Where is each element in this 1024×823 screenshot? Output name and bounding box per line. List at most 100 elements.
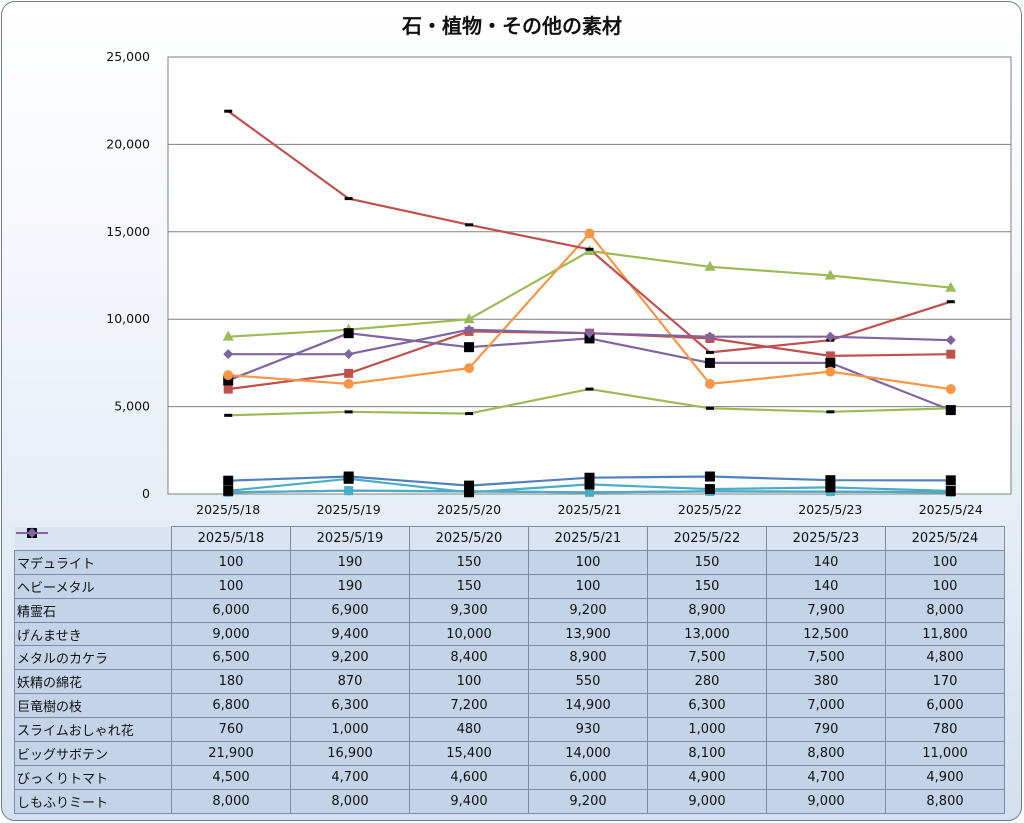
data-point [825, 482, 836, 493]
table-corner [14, 526, 172, 551]
x-tick-label: 2025/5/18 [196, 502, 260, 517]
data-point [825, 366, 836, 377]
table-cell: 150 [409, 573, 529, 599]
table-cell: 550 [528, 669, 648, 695]
legend-label: 精霊石 [17, 604, 57, 620]
table-cell: 9,200 [290, 645, 410, 671]
data-point [344, 368, 354, 378]
legend-entry: げんませき [14, 526, 172, 647]
y-tick-label: 0 [142, 486, 150, 501]
data-point [705, 406, 714, 410]
x-tick-label: 2025/5/23 [798, 502, 862, 517]
table-cell: 4,900 [885, 764, 1005, 790]
legend-entry: 精霊石 [14, 528, 172, 623]
data-point [223, 349, 234, 360]
legend-entry: メタルのカケラ [14, 527, 172, 671]
data-point [945, 475, 956, 486]
data-point [224, 413, 233, 417]
table-cell: 11,000 [885, 741, 1005, 766]
table-cell: 1,000 [290, 717, 410, 743]
table-cell: 100 [171, 573, 291, 599]
data-point [584, 472, 595, 483]
data-point [584, 479, 595, 490]
x-tick-label: 2025/5/22 [678, 502, 742, 517]
data-point [704, 357, 715, 368]
table-cell: 9,200 [528, 597, 648, 623]
table-cell: 6,300 [290, 693, 410, 719]
table-cell: 15,400 [409, 741, 529, 766]
table-cell: 170 [885, 669, 1005, 695]
data-point [464, 324, 475, 335]
table-cell: 870 [290, 669, 410, 695]
table-cell: 7,000 [766, 693, 886, 719]
table-cell: 8,000 [290, 788, 410, 814]
table-header-row: 2025/5/18 2025/5/19 2025/5/20 2025/5/21 2025… [14, 526, 1005, 551]
legend-entry: スライムおしゃれ花 [14, 527, 172, 743]
data-point [704, 331, 715, 342]
table-row: 精霊石 6,000 6,900 9,300 9,200 8,900 7,900 8,000 [14, 528, 1005, 623]
data-point [826, 410, 835, 414]
legend-entry: しもふりミート [14, 527, 172, 814]
y-tick-label: 5,000 [114, 399, 150, 414]
table-cell: 4,800 [885, 645, 1005, 671]
data-point [463, 313, 475, 324]
table-cell: 380 [766, 669, 886, 695]
line-chart: 0 5,000 10,000 15,000 20,000 25,000 2025/5/18… [106, 49, 1012, 517]
data-point [465, 412, 474, 416]
table-cell: 780 [885, 717, 1005, 743]
legend-label: ビッグサボテン [17, 747, 109, 763]
data-point [825, 331, 836, 342]
table-column-header: 2025/5/23 [766, 526, 886, 551]
table-cell: 8,000 [885, 597, 1005, 623]
table-cell: 7,500 [647, 645, 767, 671]
data-point [825, 475, 836, 486]
table-cell: 6,500 [171, 645, 291, 671]
table-cell: 9,000 [766, 788, 886, 814]
x-tick-label: 2025/5/20 [437, 502, 501, 517]
table-row: 巨竜樹の枝 6,800 6,300 7,200 14,900 6,300 7,000 6,00… [14, 527, 1005, 719]
data-point [704, 378, 715, 389]
data-point [464, 480, 475, 491]
table-cell: 4,900 [647, 764, 767, 790]
data-point [946, 300, 955, 304]
table-cell: 7,200 [409, 693, 529, 719]
data-point [704, 471, 715, 482]
table-row: スライムおしゃれ花 760 1,000 480 930 1,000 790 780 [14, 527, 1005, 743]
data-point [945, 281, 957, 292]
table-cell: 140 [766, 549, 886, 575]
table-cell: 480 [409, 717, 529, 743]
table-column-header: 2025/5/20 [409, 526, 529, 551]
table-cell: 14,000 [528, 741, 648, 766]
legend-entry: 妖精の綿花 [14, 527, 172, 695]
data-point [223, 375, 234, 386]
y-tick-label: 25,000 [106, 49, 150, 64]
data-point [223, 384, 233, 394]
data-point [465, 223, 474, 227]
table-cell: 190 [290, 549, 410, 575]
data-point [705, 350, 714, 354]
data-table: 2025/5/18 2025/5/19 2025/5/20 2025/5/21 2025… [14, 526, 1005, 814]
data-point [945, 335, 956, 346]
table-column-header: 2025/5/24 [885, 526, 1005, 551]
table-cell: 13,900 [528, 621, 648, 647]
table-cell: 4,500 [171, 764, 291, 790]
table-cell: 21,900 [171, 741, 291, 766]
data-point [585, 487, 594, 497]
table-cell: 9,000 [171, 621, 291, 647]
table-row: マデュライト 100 190 150 100 150 140 100 [14, 527, 1005, 575]
table-cell: 6,800 [171, 693, 291, 719]
legend-label: スライムおしゃれ花 [17, 724, 134, 740]
legend-label: びっくりトマト [17, 771, 109, 787]
legend-label: ヘビーメタル [17, 580, 95, 596]
data-point [223, 475, 234, 486]
data-point [223, 370, 234, 381]
data-point [343, 328, 354, 339]
legend-label: 妖精の綿花 [17, 676, 83, 692]
table-cell: 1,000 [647, 717, 767, 743]
data-point [344, 410, 353, 414]
table-cell: 150 [409, 549, 529, 575]
data-point [464, 363, 475, 374]
table-column-header: 2025/5/22 [647, 526, 767, 551]
data-point [26, 527, 37, 538]
table-cell: 100 [409, 669, 529, 695]
